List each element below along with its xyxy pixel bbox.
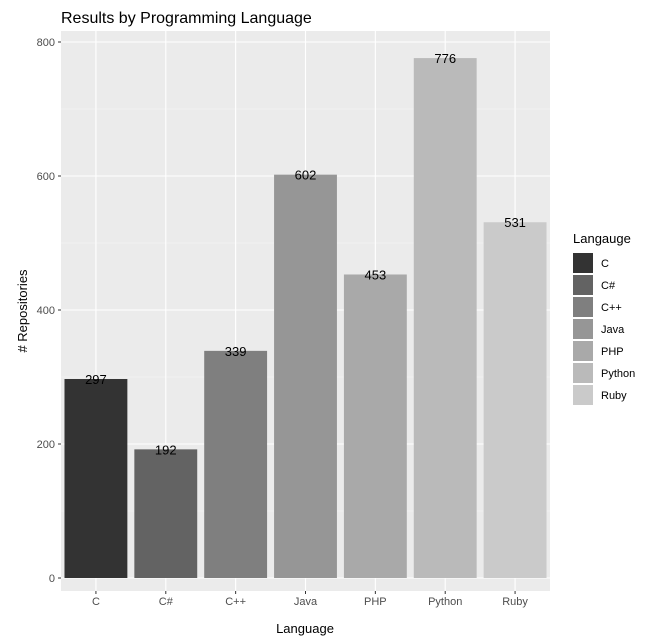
data-label: 453 [365, 267, 387, 282]
x-axis-title: Language [276, 621, 334, 636]
legend-label: Ruby [601, 390, 627, 402]
legend-label: Java [601, 324, 625, 336]
x-tick-label: C++ [225, 596, 246, 608]
bars [64, 58, 547, 579]
x-tick-label: C [92, 596, 100, 608]
data-label: 297 [85, 372, 107, 387]
legend-label: C++ [601, 302, 622, 314]
bar [134, 449, 198, 578]
y-tick-label: 0 [49, 573, 55, 585]
y-tick-label: 800 [37, 37, 55, 49]
chart-title: Results by Programming Language [61, 10, 312, 27]
y-axis-ticks: 0 200 400 600 800 [37, 37, 61, 585]
legend-title: Langauge [573, 231, 631, 246]
legend-swatch [573, 253, 593, 273]
data-label: 602 [295, 168, 317, 183]
legend-swatch [573, 275, 593, 295]
x-axis-ticks: C C# C++ Java PHP Python Ruby [92, 591, 528, 608]
legend-swatch [573, 385, 593, 405]
bar [483, 222, 547, 579]
bar [274, 174, 337, 578]
bar [64, 379, 128, 578]
legend-label: C# [601, 280, 616, 292]
data-label: 339 [225, 344, 247, 359]
data-label: 192 [155, 442, 177, 457]
y-tick-label: 200 [37, 439, 55, 451]
bar [413, 58, 477, 578]
x-tick-label: C# [159, 596, 174, 608]
y-tick-label: 600 [37, 171, 55, 183]
legend-swatch [573, 341, 593, 361]
legend-label: C [601, 258, 609, 270]
legend: Langauge C C# C++ Java PHP Python Ruby [573, 231, 635, 405]
data-label: 531 [504, 215, 526, 230]
legend-label: Python [601, 368, 635, 380]
data-labels: 297 192 339 602 453 776 531 [85, 51, 526, 457]
legend-swatch [573, 319, 593, 339]
legend-label: PHP [601, 346, 624, 358]
bar [343, 274, 407, 578]
x-tick-label: Ruby [502, 596, 528, 608]
bar [204, 350, 268, 578]
y-axis-title: # Repositories [15, 269, 30, 353]
data-label: 776 [434, 51, 456, 66]
x-tick-label: PHP [364, 596, 387, 608]
legend-swatch [573, 297, 593, 317]
x-tick-label: Python [428, 596, 462, 608]
legend-swatch [573, 363, 593, 383]
y-tick-label: 400 [37, 305, 55, 317]
x-tick-label: Java [294, 596, 318, 608]
